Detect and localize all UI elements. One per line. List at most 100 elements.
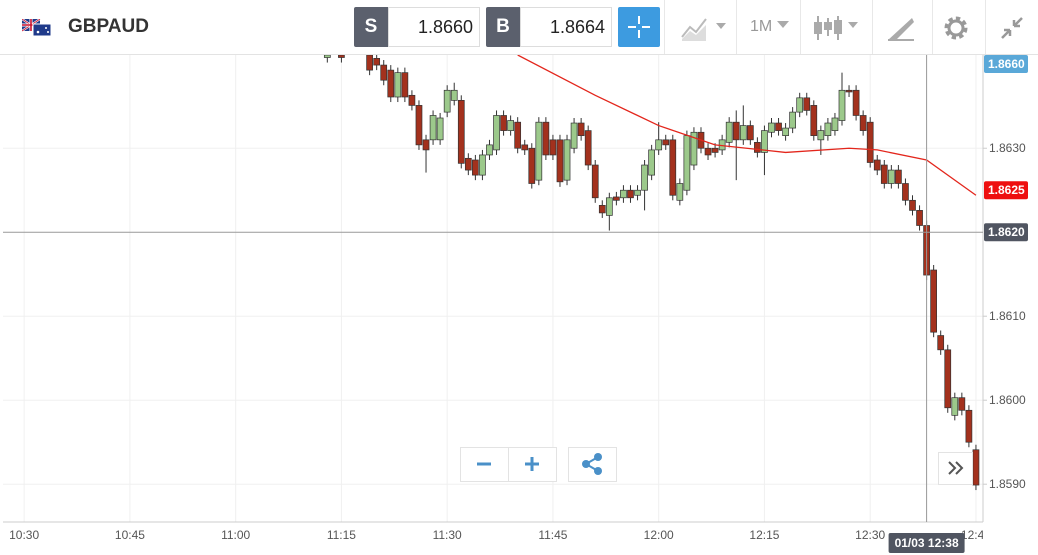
draw-button[interactable] — [886, 14, 916, 42]
moving-average — [517, 55, 977, 196]
candle-body — [429, 115, 437, 141]
dropdown-caret — [777, 21, 789, 28]
candle-body — [803, 97, 811, 111]
x-tick-label: 12:15 — [749, 528, 779, 542]
x-tick-label: 11:00 — [221, 528, 250, 542]
candle-body — [817, 130, 825, 141]
candle-body — [387, 69, 395, 98]
scroll-right-button[interactable] — [938, 452, 974, 486]
candle-body — [866, 121, 874, 163]
candle-body — [338, 55, 345, 58]
candle-type-button[interactable] — [812, 14, 862, 42]
price-tag — [984, 55, 1028, 73]
candle-body — [789, 111, 796, 129]
candle-body — [401, 72, 409, 98]
candle-body — [782, 127, 789, 136]
candle-body — [493, 115, 500, 151]
candle-body — [443, 89, 451, 113]
candle-body — [887, 169, 895, 184]
flag-icon — [22, 19, 52, 37]
x-tick-label: 12:00 — [644, 528, 674, 542]
candle-body — [754, 142, 761, 153]
candle-body — [655, 139, 663, 151]
sell-button[interactable]: S — [354, 7, 388, 47]
candle-body — [521, 144, 529, 151]
candle-body — [951, 397, 959, 416]
candle-body — [676, 183, 684, 201]
candle-body — [373, 58, 381, 66]
divider — [985, 0, 986, 54]
toolbar: GBPAUD S 1.8660 B 1.8664 1M — [0, 0, 1038, 55]
price-tag — [984, 181, 1028, 200]
candle-body — [514, 121, 522, 149]
candle-body — [838, 89, 846, 121]
settings-button[interactable] — [942, 14, 970, 42]
crosshair-x-label: 01/03 12:38 — [895, 536, 959, 550]
candle-body — [549, 139, 557, 156]
candle-body — [824, 122, 832, 136]
candle-body — [620, 189, 627, 199]
buy-price[interactable]: 1.8664 — [520, 7, 612, 47]
candle-body — [909, 199, 916, 211]
candle-body — [845, 89, 853, 93]
candle-body — [704, 147, 712, 156]
candle-body — [937, 335, 945, 351]
candle-body — [472, 159, 479, 176]
candle-body — [662, 139, 670, 146]
candle-body — [479, 154, 486, 176]
zoom-in-button[interactable] — [525, 457, 539, 471]
candle-body — [563, 139, 571, 181]
candle-body — [916, 210, 923, 226]
candle-body — [605, 197, 613, 216]
candle-body — [450, 89, 458, 101]
symbol: GBPAUD — [68, 16, 149, 37]
candle-body — [408, 94, 416, 106]
candle-body — [930, 269, 937, 333]
share-button[interactable] — [568, 447, 617, 482]
candle-body — [422, 139, 430, 151]
candle-body — [380, 64, 388, 81]
price-tag-label: 1.8660 — [988, 57, 1025, 71]
candle-body — [591, 164, 599, 199]
candle-body — [831, 117, 839, 131]
x-tick-label: 10:30 — [9, 528, 39, 542]
divider — [800, 0, 801, 54]
candle-body — [627, 189, 634, 199]
candle-body — [669, 139, 677, 196]
divider — [664, 0, 665, 54]
chart-type-button[interactable] — [680, 15, 730, 41]
divider — [932, 0, 933, 54]
candle-body — [641, 164, 648, 191]
x-tick-label: 11:15 — [327, 528, 356, 542]
candle-body — [711, 147, 719, 153]
candle-body — [648, 149, 655, 176]
crosshair-y-label: 1.8620 — [988, 225, 1025, 239]
candle-body — [570, 122, 578, 149]
zoom-controls — [460, 447, 617, 482]
candle-body — [394, 72, 402, 98]
candle-body — [965, 409, 973, 443]
crosshair-button[interactable] — [618, 7, 660, 47]
timeframe-button[interactable]: 1M — [750, 18, 773, 35]
buy-button[interactable]: B — [486, 7, 520, 47]
candle-body — [577, 122, 585, 136]
sell-price[interactable]: 1.8660 — [388, 7, 480, 47]
candle-body — [323, 55, 331, 58]
candle-body — [873, 159, 881, 171]
candle-body — [598, 204, 606, 214]
candle-body — [958, 397, 966, 411]
candle-body — [690, 131, 698, 166]
candle-body — [613, 196, 620, 201]
y-axis-panel — [983, 55, 1038, 555]
candle-body — [366, 55, 373, 71]
candle-body — [436, 117, 444, 141]
candle-body — [852, 89, 860, 116]
candle-body — [880, 164, 888, 184]
x-tick-label: 11:45 — [538, 528, 567, 542]
candle-body — [528, 147, 536, 184]
collapse-button[interactable] — [998, 14, 1026, 42]
candle-body — [634, 189, 641, 196]
candle-body — [739, 125, 747, 141]
x-tick-label: 10:45 — [115, 528, 145, 542]
